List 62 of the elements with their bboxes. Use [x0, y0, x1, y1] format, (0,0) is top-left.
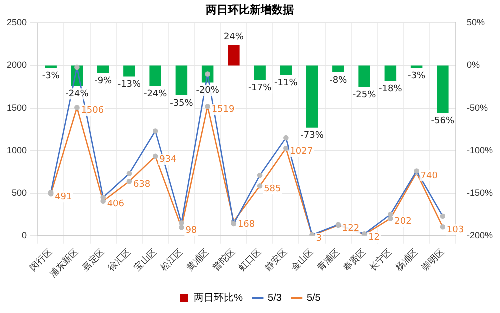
x-tick-label: 静安区: [263, 246, 290, 273]
data-label: 122: [342, 224, 360, 234]
x-tick-label: 崇明区: [420, 246, 446, 273]
y-tick-label: 0: [22, 230, 28, 240]
data-label: 202: [394, 217, 412, 228]
legend-label: 5/5: [306, 292, 322, 304]
data-label: 98: [186, 226, 198, 236]
data-label: -17%: [248, 84, 272, 94]
data-label: -3%: [42, 72, 60, 82]
data-label: -24%: [144, 90, 168, 100]
x-tick-label: 徐汇区: [106, 246, 133, 273]
y2-tick-label: -200%: [466, 230, 493, 240]
data-label: 585: [264, 184, 282, 194]
data-label: 12: [368, 233, 380, 244]
y-tick-label: 1000: [6, 145, 28, 156]
data-label: 1506: [81, 106, 104, 116]
data-label: -25%: [352, 90, 377, 100]
x-tick-label: 黄浦区: [184, 246, 211, 273]
legend-label: 两日环比%: [194, 292, 244, 304]
data-label: 491: [55, 192, 72, 202]
data-label: -20%: [196, 86, 220, 96]
data-label: -3%: [408, 72, 426, 82]
y-tick-label: 1500: [6, 102, 28, 113]
data-label: 934: [160, 154, 178, 165]
x-tick-label: 奉贤区: [342, 246, 368, 273]
data-label: 24%: [224, 32, 244, 43]
x-tick-label: 杨浦区: [393, 246, 420, 274]
data-label: -56%: [431, 116, 455, 127]
x-tick-label: 宝山区: [132, 246, 159, 273]
data-label: -18%: [379, 84, 403, 94]
y2-tick-label: 0%: [466, 60, 480, 70]
x-tick-label: 青浦区: [315, 246, 342, 273]
data-label: 103: [446, 225, 464, 236]
x-tick-label: 金山区: [289, 246, 316, 273]
x-tick-label: 普陀区: [210, 246, 238, 273]
x-tick-label: 虹口区: [237, 246, 264, 273]
data-label: -24%: [66, 90, 90, 100]
data-label: -11%: [274, 78, 298, 88]
data-label: -13%: [118, 80, 142, 90]
data-label: 740: [420, 171, 438, 182]
x-tick-label: 长宁区: [368, 246, 394, 273]
y2-tick-label: 50%: [466, 18, 485, 28]
y-tick-label: 2000: [6, 60, 28, 70]
x-tick-label: 嘉定区: [80, 246, 106, 273]
x-tick-label: 松江区: [158, 246, 185, 273]
data-label: -9%: [94, 76, 113, 87]
data-label: 168: [238, 220, 256, 230]
data-label: 406: [107, 200, 125, 210]
y2-tick-label: -100%: [466, 145, 493, 156]
data-label: -35%: [170, 98, 194, 109]
legend-label: 5/3: [268, 292, 282, 304]
data-label: -73%: [300, 131, 324, 142]
y-tick-label: 500: [12, 188, 28, 198]
y-tick-label: 2500: [6, 18, 28, 28]
data-label: 1027: [290, 146, 314, 157]
chart-title: 两日环比新增数据: [205, 3, 294, 16]
y2-tick-label: -50%: [466, 102, 488, 113]
data-label: 1519: [212, 105, 235, 116]
data-label: 3: [316, 234, 322, 244]
data-label: -8%: [330, 76, 348, 86]
y2-tick-label: -150%: [466, 188, 493, 198]
data-label: 638: [133, 180, 151, 190]
